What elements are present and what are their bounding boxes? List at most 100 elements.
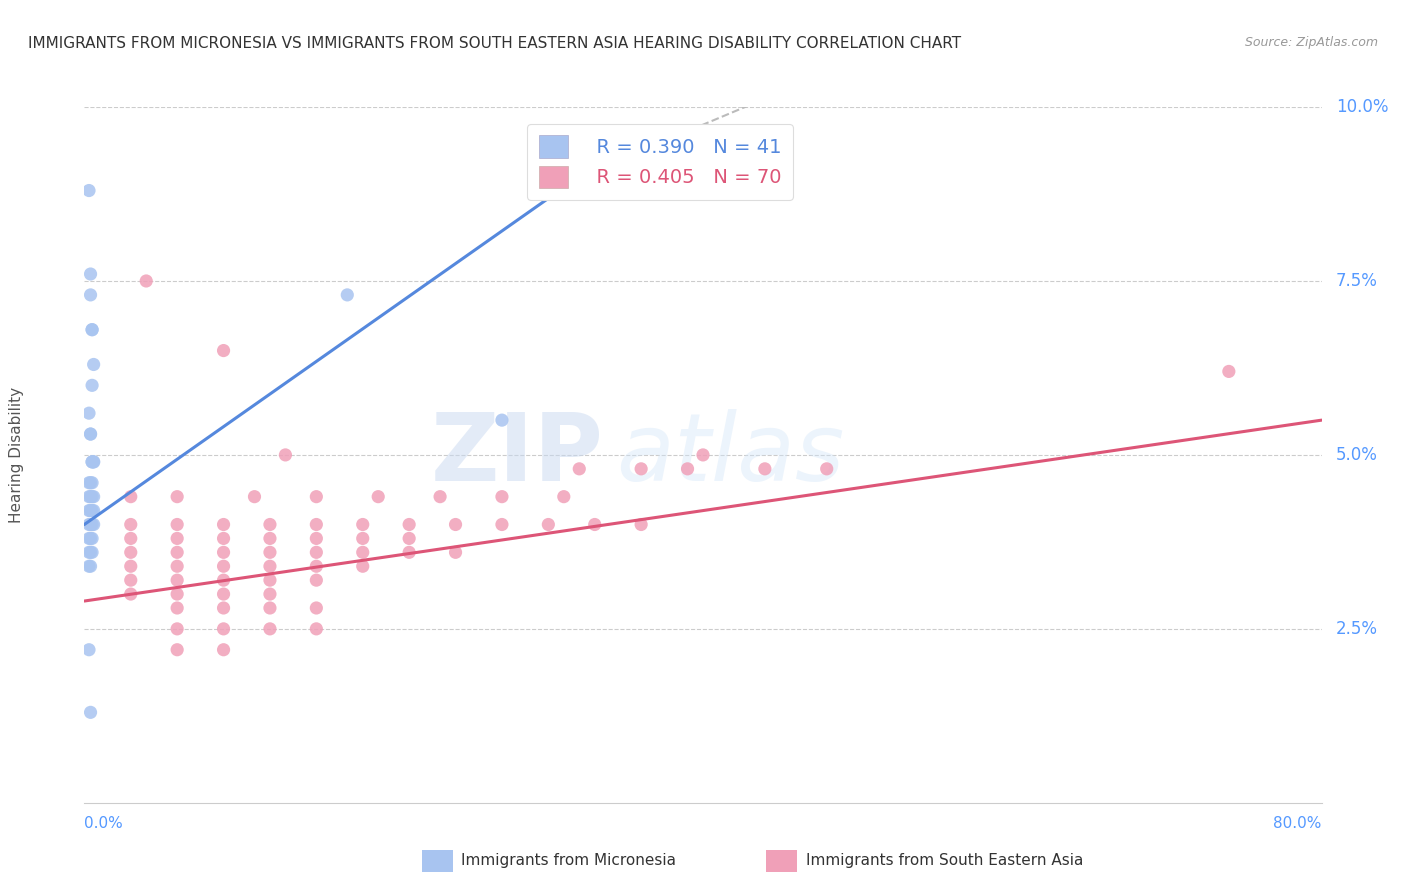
- Point: [77, 559, 100, 574]
- Point: [305, 545, 328, 559]
- Point: [166, 517, 188, 532]
- Point: [77, 475, 100, 490]
- Point: [166, 573, 188, 587]
- Point: [444, 517, 467, 532]
- Point: [83, 358, 105, 372]
- Point: [352, 532, 374, 546]
- Point: [79, 503, 101, 517]
- Point: [166, 490, 188, 504]
- Text: 2.5%: 2.5%: [1336, 620, 1378, 638]
- Point: [82, 455, 104, 469]
- Point: [305, 490, 328, 504]
- Point: [259, 545, 281, 559]
- Point: [692, 448, 714, 462]
- Text: 10.0%: 10.0%: [1336, 98, 1388, 116]
- Point: [537, 517, 560, 532]
- Text: IMMIGRANTS FROM MICRONESIA VS IMMIGRANTS FROM SOUTH EASTERN ASIA HEARING DISABIL: IMMIGRANTS FROM MICRONESIA VS IMMIGRANTS…: [28, 36, 962, 51]
- Point: [212, 559, 235, 574]
- Point: [212, 517, 235, 532]
- Point: [120, 559, 142, 574]
- Point: [77, 545, 100, 559]
- Text: 80.0%: 80.0%: [1274, 816, 1322, 831]
- Point: [83, 490, 105, 504]
- Point: [79, 427, 101, 442]
- Point: [243, 490, 266, 504]
- Point: [82, 490, 104, 504]
- Point: [166, 622, 188, 636]
- Point: [815, 462, 838, 476]
- Point: [166, 642, 188, 657]
- Point: [83, 455, 105, 469]
- Point: [82, 475, 104, 490]
- Point: [212, 642, 235, 657]
- Point: [305, 532, 328, 546]
- Text: Hearing Disability: Hearing Disability: [10, 387, 24, 523]
- Point: [212, 343, 235, 358]
- Point: [259, 587, 281, 601]
- Point: [553, 490, 575, 504]
- Point: [583, 517, 606, 532]
- Point: [754, 462, 776, 476]
- Point: [429, 490, 451, 504]
- Point: [305, 517, 328, 532]
- Point: [77, 503, 100, 517]
- Point: [166, 587, 188, 601]
- Point: [82, 532, 104, 546]
- Point: [352, 517, 374, 532]
- Text: ZIP: ZIP: [432, 409, 605, 501]
- Point: [79, 288, 101, 302]
- Point: [305, 622, 328, 636]
- Text: 7.5%: 7.5%: [1336, 272, 1378, 290]
- Point: [120, 573, 142, 587]
- Point: [77, 490, 100, 504]
- Text: Source: ZipAtlas.com: Source: ZipAtlas.com: [1244, 36, 1378, 49]
- Point: [568, 462, 591, 476]
- Point: [491, 413, 513, 427]
- Text: atlas: atlas: [616, 409, 845, 500]
- Point: [79, 427, 101, 442]
- Point: [120, 517, 142, 532]
- Point: [82, 503, 104, 517]
- Text: 0.0%: 0.0%: [84, 816, 124, 831]
- Point: [259, 532, 281, 546]
- Point: [367, 490, 389, 504]
- Point: [336, 288, 359, 302]
- Point: [83, 517, 105, 532]
- Point: [212, 587, 235, 601]
- Point: [398, 545, 420, 559]
- Point: [166, 532, 188, 546]
- Point: [259, 559, 281, 574]
- Point: [83, 455, 105, 469]
- Point: [212, 545, 235, 559]
- Point: [120, 490, 142, 504]
- Point: [79, 517, 101, 532]
- Point: [77, 184, 100, 198]
- Point: [120, 587, 142, 601]
- Point: [491, 490, 513, 504]
- Point: [77, 532, 100, 546]
- Point: [79, 267, 101, 281]
- Point: [82, 455, 104, 469]
- Point: [259, 573, 281, 587]
- Point: [212, 622, 235, 636]
- Point: [305, 573, 328, 587]
- Text: 5.0%: 5.0%: [1336, 446, 1378, 464]
- Point: [259, 622, 281, 636]
- Point: [79, 490, 101, 504]
- Point: [79, 706, 101, 720]
- Point: [212, 532, 235, 546]
- Point: [82, 323, 104, 337]
- Point: [77, 406, 100, 420]
- Point: [166, 601, 188, 615]
- Point: [676, 462, 699, 476]
- Point: [398, 532, 420, 546]
- Point: [352, 559, 374, 574]
- Point: [166, 559, 188, 574]
- Point: [305, 601, 328, 615]
- Point: [79, 532, 101, 546]
- Point: [82, 517, 104, 532]
- Point: [77, 517, 100, 532]
- Legend:   R = 0.390   N = 41,   R = 0.405   N = 70: R = 0.390 N = 41, R = 0.405 N = 70: [527, 124, 793, 200]
- Point: [212, 601, 235, 615]
- Point: [83, 503, 105, 517]
